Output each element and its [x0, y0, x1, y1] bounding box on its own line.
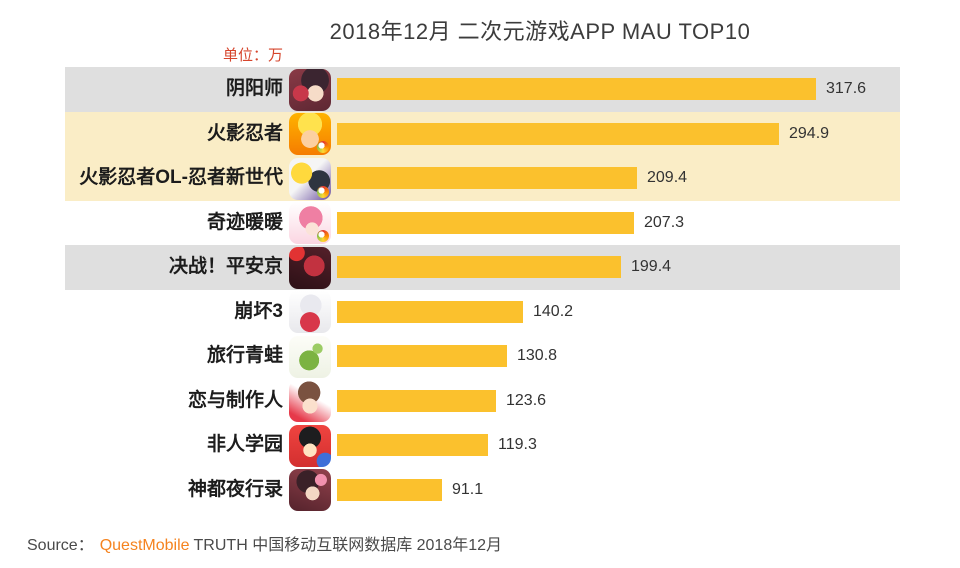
mau-value-label: 209.4 — [647, 169, 688, 186]
mau-bar — [337, 345, 507, 367]
source-suffix: TRUTH 中国移动互联网数据库 2018年12月 — [193, 537, 503, 554]
chart-row: 神都夜行录 91.1 — [0, 468, 960, 513]
mau-bar — [337, 256, 621, 278]
app-name-label: 恋与制作人 — [187, 389, 283, 411]
shendu-yexinglu-app-icon — [289, 469, 331, 511]
page-title: 2018年12月 二次元游戏APP MAU TOP10 — [329, 19, 751, 44]
app-name-label: 决战！平安京 — [168, 256, 283, 277]
chart-row: 决战！平安京 199.4 — [0, 245, 960, 290]
chart-row: 旅行青蛙 130.8 — [0, 334, 960, 379]
mau-value-label: 317.6 — [826, 80, 867, 97]
unit-label: 单位：万 — [222, 47, 283, 64]
app-name-label: 神都夜行录 — [187, 478, 283, 500]
travel-frog-app-icon — [289, 335, 331, 378]
app-name-label: 火影忍者 — [206, 122, 283, 144]
mau-value-label: 130.8 — [517, 347, 558, 364]
bar-chart-rows: 阴阳师 317.6 火影忍者 294.9 火影忍者OL-忍者新世代 209.4 奇迹暖暖 20… — [0, 67, 960, 512]
mau-value-label: 140.2 — [533, 302, 574, 320]
mau-value-label: 123.6 — [506, 391, 547, 409]
love-producer-app-icon — [289, 380, 331, 422]
mau-bar — [337, 300, 523, 323]
mau-value-label: 207.3 — [644, 213, 685, 231]
mau-bar — [337, 167, 637, 189]
chart-row: 崩坏3 140.2 — [0, 290, 960, 335]
chart-row: 恋与制作人 123.6 — [0, 379, 960, 424]
mau-value-label: 119.3 — [498, 436, 537, 453]
chart-row: 非人学园 119.3 — [0, 423, 960, 468]
source-note: Source： QuestMobile TRUTH 中国移动互联网数据库 2018年… — [27, 531, 502, 555]
mau-value-label: 199.4 — [631, 258, 672, 275]
onmyoji-app-icon — [289, 68, 331, 111]
source-brand-questmobile: QuestMobile — [99, 537, 190, 554]
feiren-xueyuan-app-icon — [289, 424, 331, 467]
source-prefix: Source： — [27, 537, 94, 554]
mau-bar — [337, 389, 496, 412]
mau-bar — [337, 211, 634, 234]
miracle-nikki-app-icon — [289, 202, 331, 244]
chart-row: 火影忍者 294.9 — [0, 111, 960, 156]
mau-bar — [337, 78, 816, 100]
mau-value-label: 91.1 — [452, 480, 484, 498]
app-name-label: 阴阳师 — [225, 78, 283, 99]
mau-bar — [337, 434, 488, 456]
app-name-label: 旅行青蛙 — [206, 345, 283, 366]
mau-bar — [337, 478, 442, 501]
app-name-label: 奇迹暖暖 — [206, 211, 283, 233]
naruto-ol-app-icon — [289, 157, 331, 200]
app-name-label: 崩坏3 — [234, 300, 283, 322]
chart-row: 奇迹暖暖 207.3 — [0, 201, 960, 246]
app-name-label: 火影忍者OL-忍者新世代 — [79, 167, 283, 188]
chart-row: 火影忍者OL-忍者新世代 209.4 — [0, 156, 960, 201]
mau-value-label: 294.9 — [789, 124, 830, 142]
chart-row: 阴阳师 317.6 — [0, 67, 960, 112]
honkai3-app-icon — [289, 291, 331, 333]
naruto-app-icon — [289, 113, 331, 155]
app-name-label: 非人学园 — [206, 434, 283, 455]
mau-bar — [337, 122, 779, 145]
onmyoji-arena-app-icon — [289, 246, 331, 289]
